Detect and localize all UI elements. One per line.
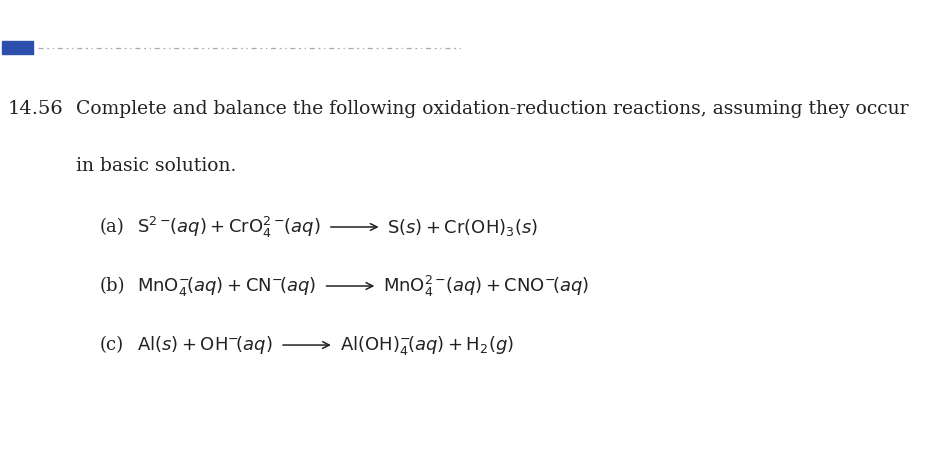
Text: $\mathrm{Al(OH)}_4^{-}\!(\mathit{aq})+\mathrm{H}_2(\mathit{g})$: $\mathrm{Al(OH)}_4^{-}\!(\mathit{aq})+\m… bbox=[339, 334, 513, 356]
Text: $\mathrm{S}(\mathit{s})+\mathrm{Cr(OH)}_3(\mathit{s})$: $\mathrm{S}(\mathit{s})+\mathrm{Cr(OH)}_… bbox=[388, 217, 538, 237]
Text: 14.56: 14.56 bbox=[7, 100, 63, 118]
Text: $\mathrm{Al}(\mathit{s})+\mathrm{OH}^{-}\!(\mathit{aq})$: $\mathrm{Al}(\mathit{s})+\mathrm{OH}^{-}… bbox=[137, 334, 273, 356]
Text: $\mathrm{S}^{2-}\!(\mathit{aq})+\mathrm{CrO}_4^{2-}\!(\mathit{aq})$: $\mathrm{S}^{2-}\!(\mathit{aq})+\mathrm{… bbox=[137, 214, 320, 240]
Text: (a): (a) bbox=[100, 218, 125, 236]
Text: (b): (b) bbox=[100, 277, 126, 295]
Text: (c): (c) bbox=[100, 336, 124, 354]
Bar bbox=[2, 41, 33, 54]
Text: Complete and balance the following oxidation-reduction reactions, assuming they : Complete and balance the following oxida… bbox=[76, 100, 908, 118]
Text: $\mathrm{MnO}_4^{2-}\!(\mathit{aq})+\mathrm{CNO}^{-}\!(\mathit{aq})$: $\mathrm{MnO}_4^{2-}\!(\mathit{aq})+\mat… bbox=[383, 273, 589, 299]
Text: $\mathrm{MnO}_4^{-}\!(\mathit{aq})+\mathrm{CN}^{-}\!(\mathit{aq})$: $\mathrm{MnO}_4^{-}\!(\mathit{aq})+\math… bbox=[137, 275, 316, 297]
Text: in basic solution.: in basic solution. bbox=[76, 157, 236, 175]
